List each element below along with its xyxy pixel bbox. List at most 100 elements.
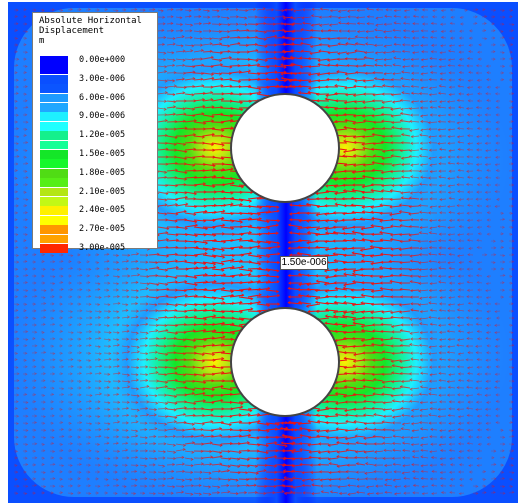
vector-arrow: [360, 218, 375, 221]
vector-arrow: [390, 274, 402, 277]
vector-arrowhead: [475, 210, 479, 215]
vector-arrowhead: [370, 188, 374, 192]
vector-arrow: [399, 210, 411, 214]
vector-arrowhead: [297, 232, 301, 236]
vector-arrowhead: [399, 233, 403, 237]
vector-arrowhead: [182, 77, 186, 81]
vector-arrowhead: [24, 22, 28, 26]
vector-arrowhead: [467, 175, 471, 179]
vector-arrow: [347, 9, 357, 12]
vector-arrow: [353, 85, 366, 88]
vector-arrow: [247, 240, 261, 244]
vector-arrowhead: [486, 218, 490, 222]
vector-arrowhead: [221, 157, 225, 161]
vector-arrowhead: [447, 225, 451, 230]
vector-arrow: [364, 51, 375, 53]
vector-arrow: [13, 135, 19, 138]
vector-arrow: [338, 16, 348, 19]
vector-arrow: [238, 85, 251, 88]
vector-arrow: [366, 30, 375, 32]
vector-arrowhead: [276, 209, 280, 213]
vector-arrowhead: [421, 50, 425, 54]
vector-arrowhead: [419, 133, 423, 137]
vector-arrowhead: [477, 113, 481, 118]
vector-arrowhead: [380, 197, 384, 201]
vector-arrowhead: [327, 44, 331, 48]
vector-arrowhead: [446, 100, 450, 104]
vector-arrow: [390, 189, 402, 193]
vector-arrowhead: [402, 58, 406, 62]
vector-arrowhead: [438, 162, 442, 166]
vector-arrowhead: [353, 57, 357, 61]
vector-arrow: [411, 30, 420, 32]
vector-arrowhead: [379, 211, 383, 215]
vector-arrow: [381, 189, 393, 193]
vector-arrow: [353, 93, 366, 97]
vector-arrow: [370, 205, 384, 208]
vector-arrowhead: [484, 162, 488, 167]
vector-arrow: [381, 120, 393, 123]
vector-arrowhead: [324, 97, 328, 101]
vector-arrowhead: [226, 16, 230, 20]
vector-arrowhead: [227, 49, 231, 54]
vector-arrowhead: [164, 113, 168, 117]
vector-arrowhead: [458, 113, 462, 117]
vector-arrowhead: [510, 64, 514, 68]
vector-arrowhead: [484, 37, 488, 41]
vector-arrow: [384, 64, 393, 67]
vector-arrowhead: [320, 29, 324, 33]
vector-arrowhead: [337, 51, 341, 56]
vector-arrowhead: [510, 71, 514, 75]
vector-arrow: [400, 224, 411, 228]
vector-arrowhead: [438, 175, 442, 179]
vector-arrow: [184, 58, 195, 61]
vector-arrowhead: [448, 106, 452, 110]
vector-arrowhead: [191, 58, 195, 62]
vector-arrow: [282, 50, 294, 53]
vector-arrowhead: [420, 119, 424, 124]
vector-arrow: [298, 79, 312, 82]
vector-arrowhead: [209, 37, 213, 41]
vector-arrow: [280, 64, 294, 67]
vector-arrowhead: [418, 203, 422, 208]
vector-arrow: [361, 142, 375, 145]
vector-arrow: [247, 196, 262, 200]
vector-arrow: [389, 212, 402, 216]
vector-arrow: [292, 37, 303, 40]
vector-arrowhead: [429, 163, 433, 167]
vector-arrowhead: [510, 148, 514, 153]
vector-arrowhead: [510, 8, 514, 13]
vector-arrow: [298, 204, 312, 207]
vector-arrowhead: [220, 62, 224, 67]
vector-arrowhead: [338, 21, 342, 25]
vector-arrow: [430, 106, 438, 109]
vector-arrow: [229, 100, 243, 104]
vector-arrowhead: [226, 7, 230, 11]
vector-arrow: [338, 9, 348, 12]
vector-arrow: [421, 65, 429, 68]
vector-arrow: [22, 163, 28, 165]
vector-arrowhead: [211, 76, 215, 80]
vector-arrowhead: [352, 127, 356, 131]
vector-arrow: [391, 93, 402, 96]
vector-arrowhead: [362, 92, 366, 96]
vector-arrow: [202, 239, 217, 242]
vector-arrow: [354, 107, 366, 110]
vector-arrow: [238, 64, 251, 67]
vector-arrow: [22, 240, 27, 242]
vector-arrowhead: [23, 8, 27, 12]
vector-arrow: [437, 225, 447, 228]
vector-arrow: [429, 58, 438, 60]
vector-arrowhead: [456, 182, 460, 187]
vector-arrowhead: [389, 134, 393, 138]
vector-arrowhead: [372, 154, 376, 158]
vector-arrowhead: [476, 176, 480, 180]
vector-arrowhead: [25, 30, 29, 34]
vector-arrow: [458, 65, 465, 67]
vector-arrow: [202, 184, 215, 188]
vector-arrowhead: [418, 154, 422, 158]
vector-arrow: [410, 163, 420, 166]
vector-arrowhead: [202, 104, 206, 109]
vector-arrow: [344, 163, 357, 166]
